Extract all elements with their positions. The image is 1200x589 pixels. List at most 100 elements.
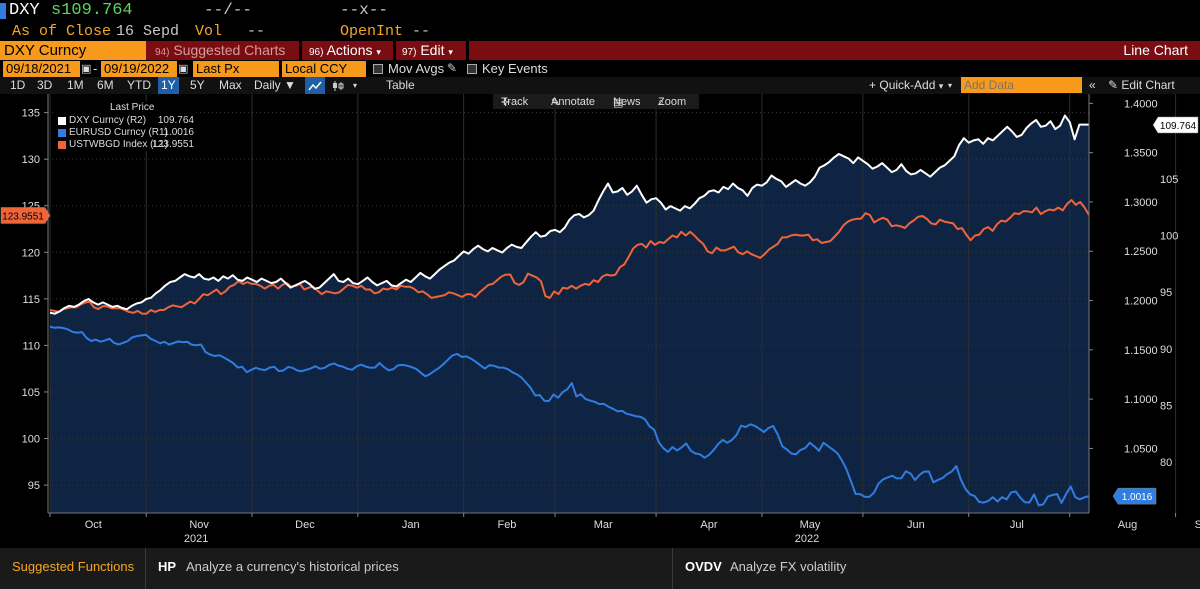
- security-field[interactable]: DXY Curncy: [0, 41, 146, 60]
- r1-tick-label: 1.4000: [1124, 98, 1158, 110]
- ovdv-function-desc[interactable]: Analyze FX volatility: [730, 559, 847, 574]
- start-date-field[interactable]: 09/18/2021: [3, 61, 80, 77]
- edit-button[interactable]: 97) Edit ▾: [402, 42, 453, 58]
- ovdv-function-code[interactable]: OVDV: [685, 559, 722, 574]
- right-axis-r1-ticks: 1.0500 1.1000 1.1500 1.2000 1.2500 1.3000 1.35…: [1089, 98, 1158, 455]
- edit-chart-button[interactable]: ✎ Edit Chart: [1108, 78, 1175, 92]
- left-tick-label: 120: [22, 247, 40, 259]
- actions-button[interactable]: 96) Actions ▾: [309, 42, 381, 58]
- x-tick-label: Oct: [85, 519, 102, 531]
- range-3d[interactable]: 3D: [37, 78, 53, 92]
- as-of-label: As of Close: [12, 23, 112, 40]
- r2-tick-label: 100: [1160, 231, 1178, 243]
- range-1m[interactable]: 1M: [67, 78, 84, 92]
- left-tick-label: 95: [28, 480, 40, 492]
- suggested-functions-label: Suggested Functions: [12, 559, 135, 574]
- vertical-gridlines: [49, 94, 1177, 513]
- x-tick-label: Apr: [700, 519, 717, 531]
- r2-tick-label: 105: [1160, 174, 1178, 186]
- last-price: s109.764: [51, 1, 133, 20]
- add-data-input[interactable]: [961, 77, 1082, 93]
- right-axis-r2-ticks: 80 85 90 95 100 105: [1088, 94, 1178, 513]
- collapse-icon[interactable]: «: [1089, 78, 1096, 92]
- command-cursor[interactable]: [0, 3, 6, 19]
- range-ytd[interactable]: YTD: [127, 78, 151, 92]
- range-1y[interactable]: 1Y: [158, 77, 179, 94]
- r1-tick-label: 1.2500: [1124, 246, 1158, 258]
- horizontal-gridlines: [48, 112, 1089, 486]
- chart-tools-bar: ✛ Track ✎ Annotate ▤ News ⌕ Zoom: [493, 94, 699, 109]
- currency-selector[interactable]: Local CCY: [282, 61, 366, 77]
- hp-function-desc[interactable]: Analyze a currency's historical prices: [186, 559, 399, 574]
- frequency-dropdown[interactable]: Daily ▼: [254, 78, 296, 92]
- last-label-dxy-text: 109.764: [1160, 121, 1197, 132]
- last-label-ustwbgd-bg: [0, 207, 51, 224]
- hp-function-code[interactable]: HP: [158, 559, 177, 574]
- x-tick-label: Jun: [907, 519, 925, 531]
- footer-divider: [672, 548, 673, 589]
- suggested-charts-button[interactable]: 94) Suggested Charts: [155, 42, 286, 58]
- toolbar-separator: [466, 41, 469, 60]
- change-value: --/--: [204, 1, 253, 19]
- range-5y[interactable]: 5Y: [190, 78, 205, 92]
- end-date-field[interactable]: 09/19/2022: [101, 61, 177, 77]
- legend-swatch: [58, 129, 66, 137]
- caret-down-icon: ▾: [376, 47, 381, 57]
- range-6m[interactable]: 6M: [97, 78, 114, 92]
- ticker[interactable]: DXY: [9, 1, 40, 20]
- r2-tick-label: 85: [1160, 400, 1172, 412]
- series-line-ustwbgd[interactable]: [49, 199, 1090, 315]
- year-label: 2022: [795, 533, 819, 545]
- range-max[interactable]: Max: [219, 78, 242, 92]
- r1-tick-label: 1.1500: [1124, 345, 1158, 357]
- chart-legend[interactable]: Last Price DXY Curncy (R2) 109.764 EURUS…: [55, 101, 196, 151]
- r1-tick-label: 1.0500: [1124, 443, 1158, 455]
- calendar-icon[interactable]: ▣: [81, 63, 92, 75]
- field-selector[interactable]: Last Px: [193, 61, 279, 77]
- last-label-ustwbgd-text: 123.9551: [2, 211, 44, 222]
- x-tick-label: Nov: [189, 519, 209, 531]
- legend-swatch: [58, 141, 66, 149]
- caret-down-icon: ▼: [284, 78, 296, 92]
- mov-avgs-checkbox[interactable]: [373, 64, 383, 74]
- calendar-icon[interactable]: ▣: [178, 63, 189, 75]
- series-line-dxy[interactable]: [49, 114, 1089, 315]
- key-events-label: Key Events: [482, 61, 548, 76]
- legend-item-dxy[interactable]: DXY Curncy (R2) 109.764: [58, 115, 194, 127]
- caret-down-icon[interactable]: ▾: [353, 81, 358, 90]
- left-tick-label: 130: [22, 154, 40, 166]
- r1-tick-label: 1.1000: [1124, 394, 1158, 406]
- as-of-date: 16 Sepd: [116, 23, 180, 40]
- left-tick-label: 115: [22, 294, 40, 306]
- left-tick-label: 135: [22, 108, 40, 120]
- series-line-eurusd[interactable]: [49, 325, 1090, 507]
- legend-header: Last Price: [110, 102, 155, 113]
- parameter-bar: 09/18/2021 ▣ - 09/19/2022 ▣ Last Px Loca…: [0, 61, 1200, 78]
- date-dash: -: [93, 61, 98, 76]
- dxy-area-fill: [50, 115, 1089, 513]
- candle-chart-icon[interactable]: [328, 77, 348, 94]
- line-chart-icon[interactable]: [305, 77, 325, 94]
- quick-add-button[interactable]: + Quick-Add ▾: [869, 78, 944, 92]
- caret-down-icon: ▾: [938, 81, 944, 91]
- caret-down-icon[interactable]: ▾: [948, 81, 953, 90]
- r1-tick-label: 1.3000: [1124, 197, 1158, 209]
- function-toolbar: DXY Curncy 94) Suggested Charts 96) Acti…: [0, 41, 1200, 60]
- x-tick-label: Jan: [402, 519, 420, 531]
- legend-item-ustwbgd[interactable]: USTWBGD Index (L1) 123.9551: [58, 139, 194, 151]
- toolbar-separator: [299, 41, 302, 60]
- caret-down-icon: ▾: [448, 47, 453, 57]
- table-button[interactable]: Table: [386, 78, 415, 92]
- pencil-icon[interactable]: ✎: [447, 61, 458, 75]
- x-tick-label: Sep: [1195, 519, 1200, 531]
- left-tick-label: 100: [22, 434, 40, 446]
- pencil-icon: ✎: [1108, 78, 1119, 92]
- zoom-icon: ⌕: [658, 96, 665, 108]
- vol-label: Vol: [195, 23, 223, 40]
- key-events-checkbox[interactable]: [467, 64, 477, 74]
- openint-value: --: [412, 23, 431, 40]
- legend-item-eurusd[interactable]: EURUSD Curncy (R1) 1.0016: [58, 127, 194, 139]
- range-1d[interactable]: 1D: [10, 78, 26, 92]
